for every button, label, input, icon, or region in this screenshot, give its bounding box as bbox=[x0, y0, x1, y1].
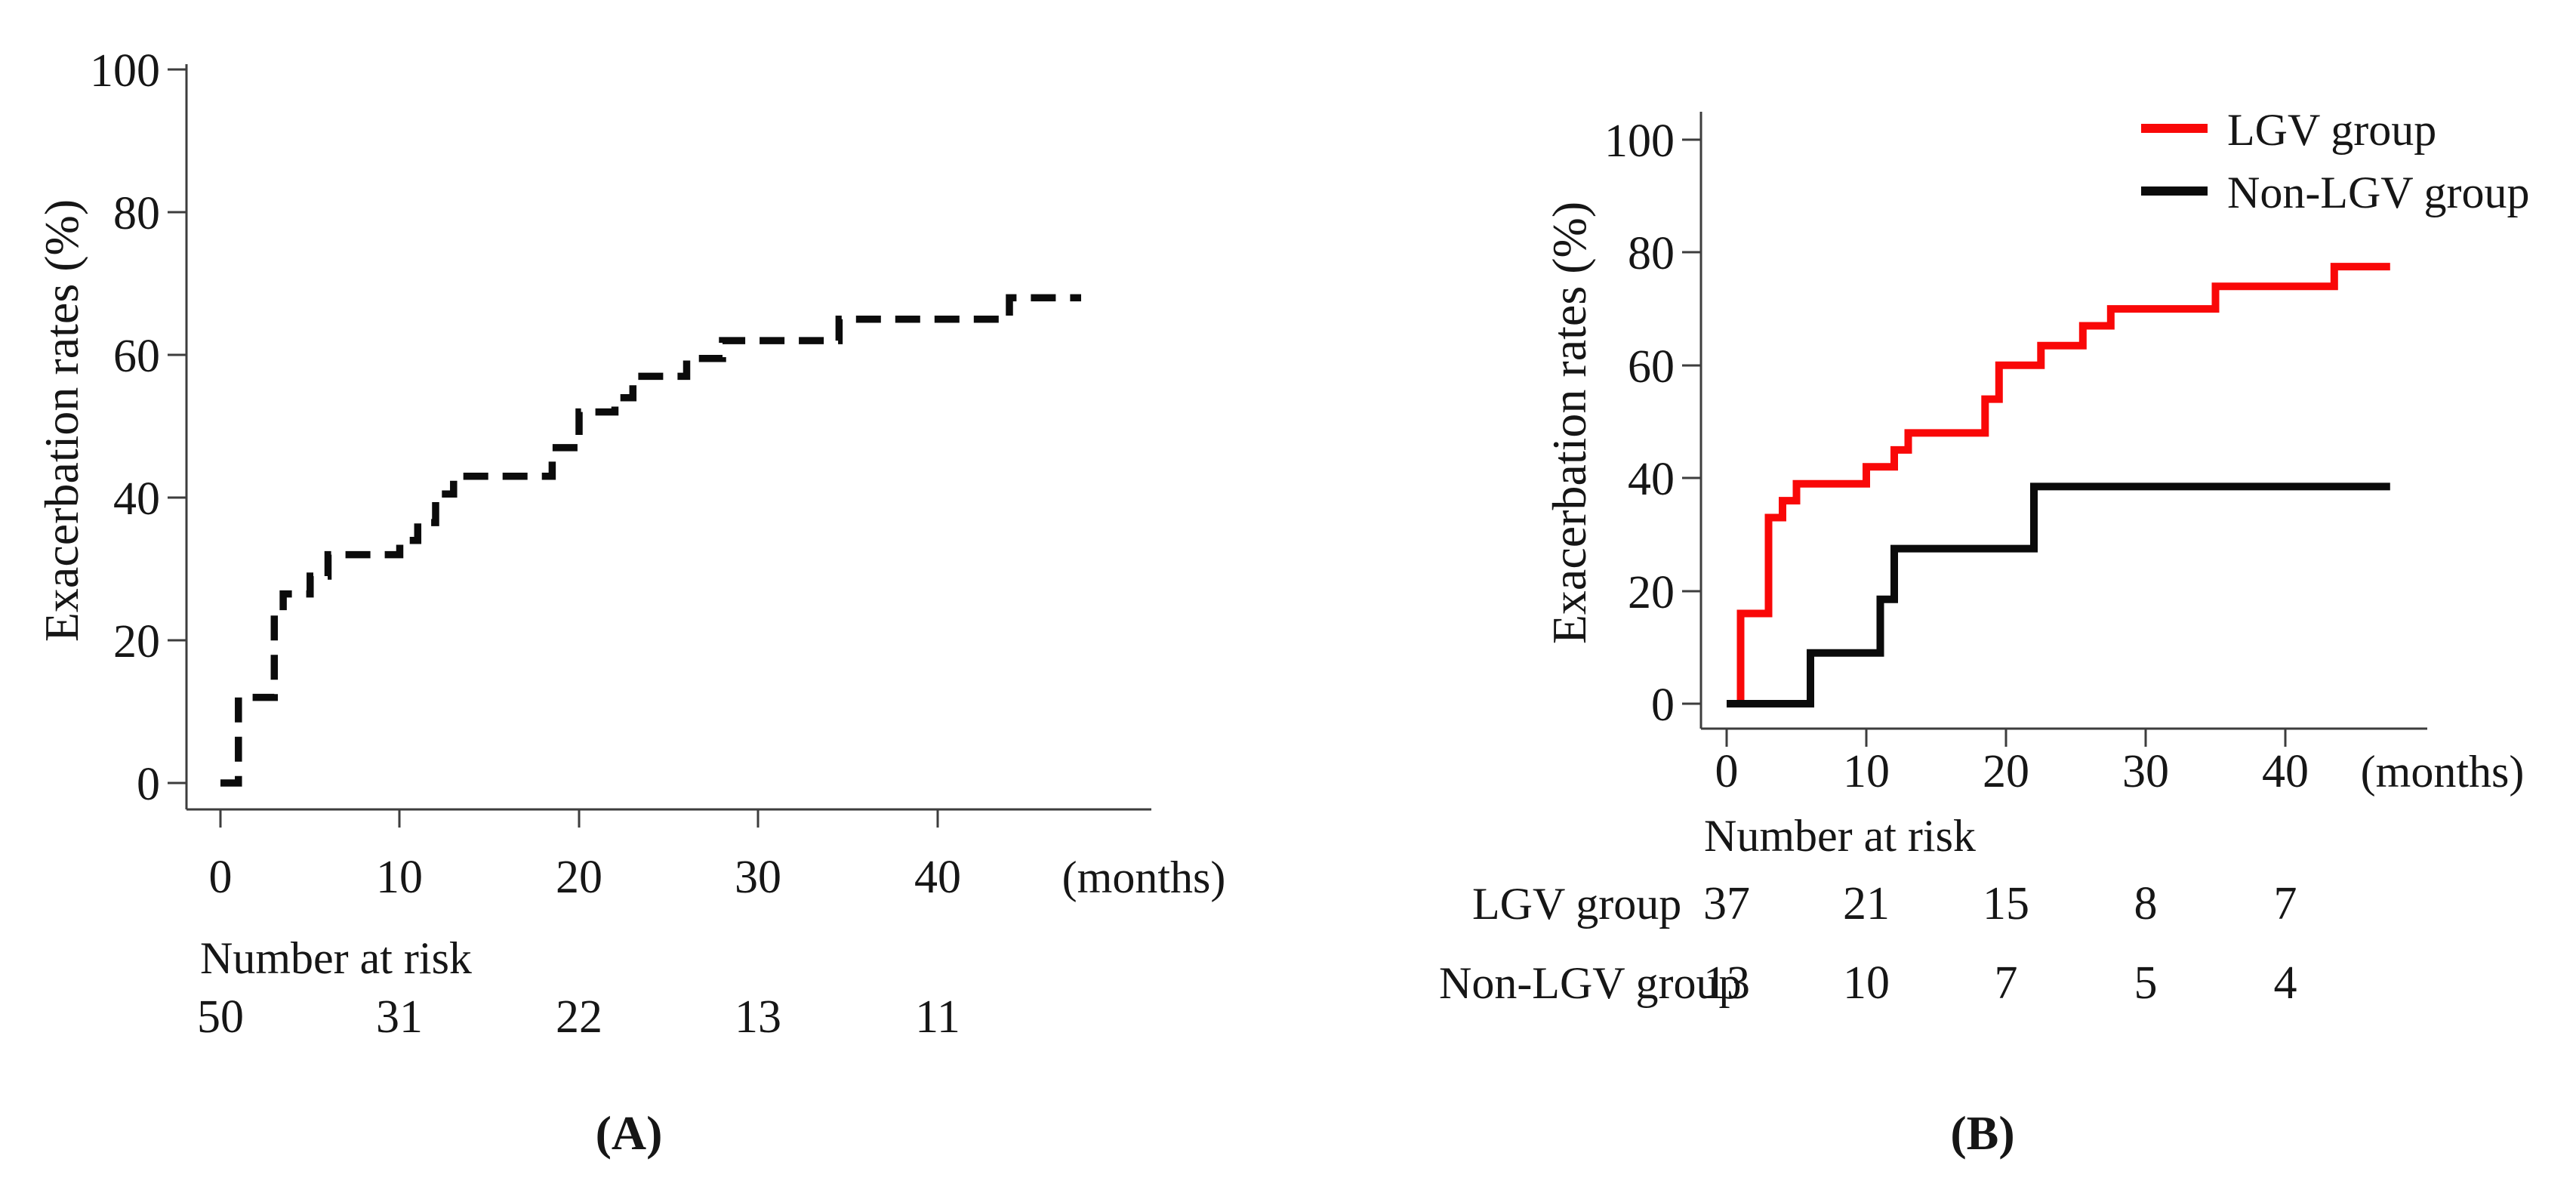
y-axis-title: Exacerbation rates (%) bbox=[35, 199, 88, 642]
risk-value: 21 bbox=[1843, 878, 1890, 929]
x-tick-label: 40 bbox=[2262, 746, 2309, 797]
number-at-risk-heading: Number at risk bbox=[1704, 811, 1976, 861]
x-tick-label: 0 bbox=[1715, 746, 1739, 797]
risk-value: 8 bbox=[2134, 878, 2158, 929]
risk-value: 10 bbox=[1843, 957, 1890, 1009]
caption-b: (B) bbox=[1950, 1106, 2014, 1160]
legend-label-non-lgv: Non-LGV group bbox=[2227, 168, 2530, 217]
y-tick-label: 100 bbox=[90, 45, 160, 97]
km-curve-lgv bbox=[1727, 263, 2390, 707]
risk-value: 13 bbox=[1703, 957, 1750, 1009]
y-tick-label: 100 bbox=[1604, 116, 1675, 167]
risk-value: 37 bbox=[1703, 878, 1750, 929]
legend: LGV group Non-LGV group bbox=[2141, 105, 2530, 217]
risk-value: 13 bbox=[735, 991, 781, 1043]
y-axis-title: Exacerbation rates (%) bbox=[1542, 202, 1596, 644]
x-tick-label: 10 bbox=[1843, 746, 1890, 797]
x-axis-unit: (months) bbox=[1062, 852, 1226, 902]
y-tick-label: 40 bbox=[113, 473, 160, 525]
risk-row-lgv: LGV group 37 21 15 8 7 bbox=[1472, 878, 2297, 929]
x-axis-unit: (months) bbox=[2361, 747, 2525, 797]
risk-row-label-non-lgv: Non-LGV group bbox=[1439, 958, 1742, 1008]
x-tick-label: 0 bbox=[209, 852, 233, 903]
panel-a: 0 20 40 60 80 100 0 10 20 30 40 (months)… bbox=[35, 45, 1225, 1160]
risk-value: 7 bbox=[2274, 878, 2297, 929]
risk-value: 5 bbox=[2134, 957, 2158, 1009]
y-tick-label: 60 bbox=[1628, 341, 1675, 393]
x-tick-label: 40 bbox=[914, 852, 961, 903]
caption-a: (A) bbox=[596, 1106, 663, 1160]
km-curve-overall bbox=[220, 294, 1081, 787]
y-tick-label: 80 bbox=[113, 188, 160, 239]
risk-row-non-lgv: Non-LGV group 13 10 7 5 4 bbox=[1439, 957, 2297, 1009]
risk-row-label-lgv: LGV group bbox=[1472, 879, 1681, 929]
risk-value: 4 bbox=[2274, 957, 2297, 1009]
y-tick-label: 20 bbox=[1628, 567, 1675, 618]
risk-value: 50 bbox=[197, 991, 244, 1043]
panel-b: 0 20 40 60 80 100 0 10 20 30 40 (months)… bbox=[1439, 105, 2530, 1160]
x-tick-label: 30 bbox=[2122, 746, 2169, 797]
x-tick-label: 10 bbox=[376, 852, 423, 903]
x-tick-label: 20 bbox=[556, 852, 602, 903]
y-tick-label: 80 bbox=[1628, 228, 1675, 279]
y-tick-label: 60 bbox=[113, 331, 160, 382]
y-tick-label: 20 bbox=[113, 616, 160, 667]
y-tick-label: 40 bbox=[1628, 454, 1675, 505]
x-tick-label: 30 bbox=[735, 852, 781, 903]
km-curve-non-lgv bbox=[1727, 482, 2390, 707]
risk-value: 11 bbox=[915, 991, 960, 1043]
risk-value: 7 bbox=[1995, 957, 2018, 1009]
legend-label-lgv: LGV group bbox=[2227, 105, 2436, 155]
x-tick-label: 20 bbox=[1983, 746, 2029, 797]
y-tick-label: 0 bbox=[137, 759, 160, 810]
risk-value: 15 bbox=[1983, 878, 2029, 929]
number-at-risk-heading: Number at risk bbox=[200, 933, 472, 983]
y-tick-label: 0 bbox=[1651, 680, 1675, 731]
risk-value: 31 bbox=[376, 991, 423, 1043]
risk-value: 22 bbox=[556, 991, 602, 1043]
